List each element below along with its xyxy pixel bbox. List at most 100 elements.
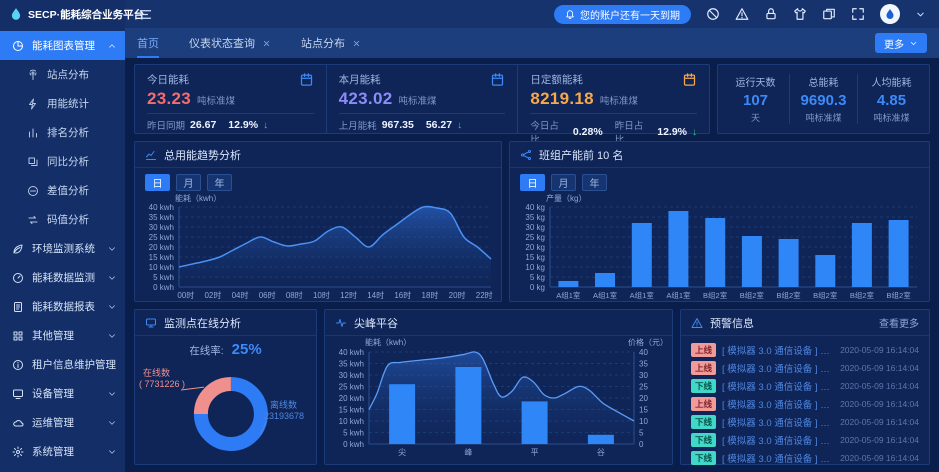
stat-card-footer: 今日占比0.28%昨日占比12.9%↓ [530,113,698,146]
svg-text:40: 40 [639,348,648,357]
sidebar-item-7[interactable]: 运维管理 [0,408,125,437]
chevron-up-icon [107,41,117,51]
alert-row-2[interactable]: 下线 [ 模拟器 3.0 通信设备 ] 模拟器 3.0... 2020-05-09 … [681,377,929,394]
warning-icon[interactable] [735,7,749,21]
alert-row-1[interactable]: 上线 [ 模拟器 3.0 通信设备 ] 模拟器 3.0... 2020-05-09 … [681,359,929,376]
user-menu-chevron-icon[interactable] [915,9,926,20]
notification-banner[interactable]: 您的账户还有一天到期 [554,4,691,24]
fullscreen-icon[interactable] [851,7,865,21]
windows-icon[interactable] [822,7,836,21]
alert-row-5[interactable]: 下线 [ 模拟器 3.0 通信设备 ] 模拟器 3.0... 2020-05-09 … [681,431,929,448]
sidebar-subitem-4[interactable]: 差值分析 [0,176,125,205]
sidebar-item-label: 运维管理 [32,417,74,429]
online-rate-value: 25% [231,341,262,358]
svg-text:18时: 18时 [422,290,439,300]
stat-card-value: 423.02 [338,89,393,108]
svg-text:04时: 04时 [232,290,249,300]
svg-text:( 7731226 ): ( 7731226 ) [139,379,185,389]
ranking-period-年[interactable]: 年 [582,174,607,191]
lock-icon[interactable] [764,7,778,21]
svg-text:35 kwh: 35 kwh [149,213,174,222]
sidebar-item-8[interactable]: 系统管理 [0,437,125,466]
svg-text:30 kwh: 30 kwh [149,223,174,232]
sidebar: 能耗图表管理 站点分布 用能统计 排名分析 同比分析 差值分析 码值分析 环境监测系统 能耗数据… [0,28,125,472]
layout: 能耗图表管理 站点分布 用能统计 排名分析 同比分析 差值分析 码值分析 环境监测系统 能耗数据… [0,28,939,472]
chevron-down-icon [124,360,125,370]
sidebar-item-5[interactable]: 租户信息维护管理 [0,350,125,379]
trend-period-月[interactable]: 月 [176,174,201,191]
svg-text:平: 平 [531,448,539,457]
sidebar-subitem-label: 差值分析 [47,185,89,197]
stat-card-1: 本月能耗 423.02 吨标准煤 上月能耗 967.35 56.27 ↓ [325,65,518,133]
sidebar-subitem-5[interactable]: 码值分析 [0,205,125,234]
view-more-link[interactable]: 查看更多 [879,319,919,330]
calendar-icon [490,72,505,87]
alert-message: [ 模拟器 3.0 通信设备 ] 模拟器 3.0... [722,435,834,447]
sidebar-subitem-2[interactable]: 排名分析 [0,118,125,147]
tab-1[interactable]: 仪表状态查询 [189,28,271,58]
online-analysis-icon [145,317,157,329]
svg-text:0: 0 [639,440,644,449]
trend-period-年[interactable]: 年 [207,174,232,191]
svg-text:能耗（kwh）: 能耗（kwh） [175,193,221,203]
menu-collapse-icon[interactable] [138,7,153,22]
avatar[interactable] [880,4,900,24]
sidebar-subitem-0[interactable]: 站点分布 [0,60,125,89]
sidebar-subitem-3[interactable]: 同比分析 [0,147,125,176]
main-area: 首页 仪表状态查询 站点分布 更多 今日能耗 23.23 吨标准煤 昨日同期 26.67 12… [125,28,939,472]
alert-status-badge: 上线 [691,360,717,375]
more-tabs-button[interactable]: 更多 [875,33,927,53]
trend-period-日[interactable]: 日 [145,174,170,191]
svg-text:5 kg: 5 kg [530,273,545,282]
online-analysis-panel: 监测点在线分析 在线率: 25% 在线数( 7731226 ) 离线数 231936… [134,309,317,465]
alert-row-4[interactable]: 下线 [ 模拟器 3.0 通信设备 ] 模拟器 3.0... 2020-05-09 … [681,413,929,430]
sidebar-subitem-label: 站点分布 [47,69,89,81]
svg-text:15 kwh: 15 kwh [339,406,364,415]
svg-text:30 kg: 30 kg [525,223,545,232]
sidebar-item-1[interactable]: 环境监测系统 [0,234,125,263]
tab-list: 首页 仪表状态查询 站点分布 [137,28,361,58]
sidebar-subitem-1[interactable]: 用能统计 [0,89,125,118]
shirt-icon[interactable] [793,7,807,21]
summary-col-2: 人均能耗 4.85 吨标准煤 [857,74,925,124]
sidebar-item-4[interactable]: 其他管理 [0,321,125,350]
header-actions: 您的账户还有一天到期 [554,4,939,24]
svg-text:10 kwh: 10 kwh [339,417,364,426]
svg-text:20 kg: 20 kg [525,243,545,252]
alert-message: [ 模拟器 3.0 通信设备 ] 模拟器 3.0... [722,381,834,393]
ranking-period-日[interactable]: 日 [520,174,545,191]
alert-status-badge: 下线 [691,432,717,447]
tab-label: 仪表状态查询 [189,38,255,50]
alert-status-badge: 下线 [691,414,717,429]
sidebar-item-label: 能耗数据监测 [32,272,95,284]
ranking-period-月[interactable]: 月 [551,174,576,191]
alert-row-3[interactable]: 上线 [ 模拟器 3.0 通信设备 ] 模拟器 3.0... 2020-05-09 … [681,395,929,412]
peak-valley-chart: 能耗（kwh） 价格（元） 0 kwh 0 5 kwh 5 10 kwh 10 15 kwh 15… [325,336,672,460]
sidebar-item-2[interactable]: 能耗数据监测 [0,263,125,292]
slash-circle-icon[interactable] [706,7,720,21]
svg-text:25 kwh: 25 kwh [149,233,174,242]
sidebar-item-3[interactable]: 能耗数据报表 [0,292,125,321]
info-icon [12,359,24,371]
alert-row-6[interactable]: 下线 [ 模拟器 3.0 通信设备 ] 模拟器 3.0... 2020-05-09 … [681,449,929,466]
tab-0[interactable]: 首页 [137,28,159,58]
svg-text:35 kwh: 35 kwh [339,360,364,369]
svg-text:A组1室: A组1室 [666,290,691,300]
svg-text:40 kg: 40 kg [525,203,545,212]
alert-message: [ 模拟器 3.0 通信设备 ] 模拟器 3.0... [722,399,834,411]
tab-close-icon[interactable] [352,39,361,48]
stat-card-2: 日定额能耗 8219.18 吨标准煤今日占比0.28%昨日占比12.9%↓ [517,65,709,146]
alert-row-0[interactable]: 上线 [ 模拟器 3.0 通信设备 ] 模拟器 3.0... 2020-05-09 … [681,341,929,358]
chevron-down-icon [107,331,117,341]
alert-message: [ 模拟器 3.0 通信设备 ] 模拟器 3.0... [722,345,834,357]
stat-card-unit: 吨标准煤 [197,96,236,107]
sidebar-item-6[interactable]: 设备管理 [0,379,125,408]
tab-2[interactable]: 站点分布 [301,28,361,58]
svg-text:离线数: 离线数 [270,399,297,410]
sidebar-item-0[interactable]: 能耗图表管理 [0,31,125,60]
svg-text:30: 30 [639,371,648,380]
svg-text:价格（元）: 价格（元） [628,337,668,347]
sidebar-subitem-label: 同比分析 [47,156,89,168]
svg-text:10: 10 [639,417,648,426]
tab-close-icon[interactable] [262,39,271,48]
